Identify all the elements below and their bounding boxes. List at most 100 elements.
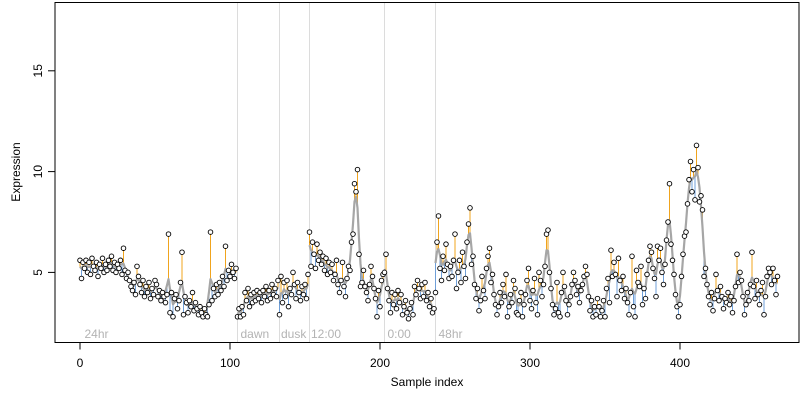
data-point [153, 281, 160, 288]
data-point [509, 299, 515, 306]
data-point [369, 273, 376, 280]
data-point [381, 269, 388, 276]
data-point [599, 307, 605, 314]
data-point [164, 291, 170, 298]
data-point [359, 279, 365, 286]
data-point [260, 287, 266, 294]
data-point [384, 285, 391, 292]
data-point [471, 281, 478, 288]
data-point [519, 314, 526, 320]
data-point [282, 293, 289, 300]
data-point [188, 303, 194, 310]
data-point [392, 291, 398, 298]
data-point [582, 263, 589, 270]
data-point [368, 263, 374, 270]
data-point [374, 314, 380, 320]
data-point [746, 297, 752, 304]
data-point [554, 279, 560, 286]
data-point [657, 245, 664, 251]
data-point [230, 269, 236, 276]
data-point [576, 299, 583, 306]
data-point [770, 265, 776, 272]
data-point [510, 277, 517, 284]
data-point [557, 314, 563, 320]
data-point [168, 289, 175, 296]
data-point [623, 285, 629, 292]
data-point [615, 255, 622, 262]
data-point [206, 301, 212, 308]
data-point [341, 283, 347, 290]
data-point [342, 293, 349, 300]
data-point [413, 291, 419, 298]
data-point [170, 314, 176, 320]
data-point [708, 289, 715, 296]
data-point [333, 257, 340, 264]
data-point [660, 281, 667, 288]
data-point [296, 289, 302, 296]
data-point [246, 303, 253, 310]
data-point [564, 311, 571, 318]
data-point [566, 301, 572, 308]
time-annotation: 0:00 [388, 327, 412, 341]
data-point [620, 273, 626, 280]
data-point [162, 299, 169, 306]
data-point [617, 277, 623, 284]
data-point [762, 293, 769, 300]
data-point [189, 289, 196, 296]
data-point [255, 295, 262, 302]
data-point [707, 301, 713, 308]
data-point [695, 164, 701, 171]
data-point [428, 295, 434, 302]
data-point [740, 293, 746, 300]
data-point [81, 265, 88, 272]
data-point [356, 251, 362, 258]
data-point [116, 265, 122, 272]
data-point [99, 255, 106, 262]
data-point [144, 289, 151, 296]
data-point [98, 265, 104, 272]
data-point [176, 297, 182, 304]
data-point [353, 189, 359, 195]
data-point [227, 273, 233, 280]
data-point [348, 239, 355, 245]
data-point [323, 255, 329, 262]
data-point [614, 293, 620, 300]
data-points [77, 142, 781, 322]
data-point [141, 293, 148, 300]
data-point [504, 314, 511, 320]
data-point [285, 303, 292, 310]
time-annotations: 24hr dawn dusk 12:00 0:00 48hr [85, 327, 463, 341]
time-annotation: 48hr [439, 327, 463, 341]
y-axis: 5 10 15 [31, 64, 56, 276]
data-point [560, 269, 566, 276]
data-point [215, 291, 221, 298]
data-point [165, 231, 172, 237]
data-point [233, 265, 239, 272]
data-point [240, 311, 247, 318]
data-point [618, 287, 625, 294]
data-point [462, 275, 469, 282]
data-point [269, 281, 275, 288]
data-point [311, 251, 317, 258]
data-point [536, 269, 542, 276]
data-point [668, 241, 674, 247]
data-point [666, 180, 673, 187]
data-point [687, 158, 694, 165]
data-point [276, 311, 283, 318]
data-point [717, 283, 724, 290]
data-point [420, 293, 427, 300]
x-tick-label: 400 [670, 356, 690, 370]
data-point [705, 293, 712, 300]
data-point [575, 283, 581, 290]
data-point [648, 249, 655, 255]
data-point [378, 277, 385, 284]
data-point [549, 301, 556, 308]
data-point [698, 193, 704, 199]
data-point [231, 275, 238, 282]
data-point [587, 307, 593, 314]
x-axis-title: Sample index [391, 375, 464, 389]
y-tick-label: 15 [31, 64, 45, 78]
data-point [501, 293, 508, 300]
data-point [426, 303, 433, 310]
data-point [338, 277, 344, 284]
